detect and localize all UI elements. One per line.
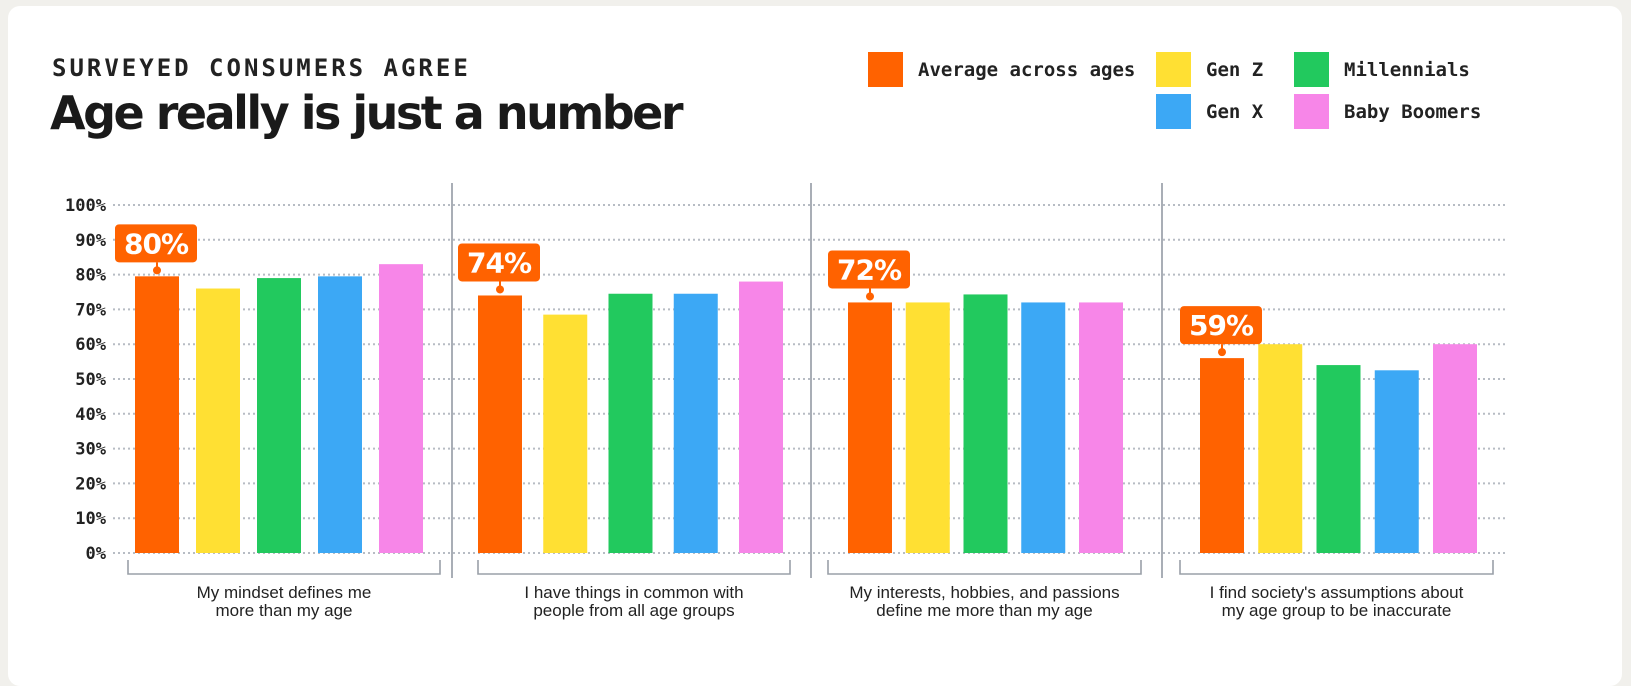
category-label: My interests, hobbies, and passions (849, 583, 1119, 602)
legend-swatch-genz (1156, 52, 1191, 87)
chart-title: Age really is just a number (50, 86, 684, 140)
category-bracket (127, 560, 441, 575)
bar (608, 293, 653, 553)
callout-label: 74% (467, 246, 532, 279)
category-label: define me more than my age (876, 601, 1092, 620)
y-tick-label: 80% (75, 266, 106, 286)
legend-swatch-average (868, 52, 903, 87)
callout-box (458, 243, 540, 282)
callout-label: 72% (837, 253, 902, 286)
y-tick-label: 40% (75, 405, 106, 425)
bar (257, 278, 301, 553)
bar (848, 302, 892, 553)
category-label: people from all age groups (533, 601, 734, 620)
callout-box (828, 250, 910, 289)
bar (1258, 344, 1303, 553)
bar (1374, 370, 1419, 553)
callout-dot (153, 266, 161, 275)
category-bracket (1179, 560, 1494, 575)
y-tick-label: 20% (75, 474, 106, 494)
y-tick-label: 0% (86, 544, 107, 564)
y-tick-label: 70% (75, 300, 106, 320)
bar (1079, 302, 1123, 553)
bar (478, 295, 522, 553)
bar (196, 288, 240, 553)
bar (1316, 365, 1361, 553)
callout-dot (866, 292, 874, 301)
bar (318, 276, 362, 553)
bar (135, 276, 179, 553)
legend-label-genz: Gen Z (1206, 59, 1264, 81)
bar (1433, 344, 1477, 553)
bar-chart: 0% 10% 20% 30% 40% 50% 60% 70% 80% 90% 100% My mind… (65, 183, 1505, 620)
legend-label-boomers: Baby Boomers (1344, 101, 1482, 123)
bar (379, 264, 423, 553)
legend-label-average: Average across ages (918, 59, 1136, 81)
bar (905, 302, 950, 553)
category-label: I find society's assumptions about (1210, 583, 1464, 602)
callout-label: 59% (1189, 309, 1254, 342)
category-label: my age group to be inaccurate (1222, 601, 1452, 620)
category-bracket (827, 560, 1142, 575)
legend-swatch-boomers (1294, 94, 1329, 129)
callout-box (1180, 306, 1262, 345)
legend-swatch-millennials (1294, 52, 1329, 87)
bar (1021, 302, 1066, 553)
callout-dot (1218, 348, 1226, 357)
callout-box (115, 224, 197, 263)
legend-swatch-genx (1156, 94, 1191, 129)
y-tick-label: 30% (75, 440, 106, 460)
callout-label: 80% (124, 227, 189, 260)
y-tick-label: 10% (75, 509, 106, 529)
bar (1200, 358, 1244, 553)
legend-label-millennials: Millennials (1344, 59, 1470, 81)
y-tick-label: 60% (75, 335, 106, 355)
category-label: I have things in common with (524, 583, 743, 602)
bar (543, 314, 588, 553)
bar (739, 281, 783, 553)
bar (963, 294, 1008, 553)
category-bracket (477, 560, 791, 575)
callout-dot (496, 285, 504, 294)
legend-label-genx: Gen X (1206, 101, 1264, 123)
category-label: more than my age (215, 601, 352, 620)
category-label: My mindset defines me (197, 583, 372, 602)
y-tick-label: 90% (75, 231, 106, 251)
y-tick-label: 100% (65, 196, 107, 216)
bar (673, 293, 718, 553)
chart-kicker: SURVEYED CONSUMERS AGREE (52, 54, 471, 82)
y-tick-label: 50% (75, 370, 106, 390)
